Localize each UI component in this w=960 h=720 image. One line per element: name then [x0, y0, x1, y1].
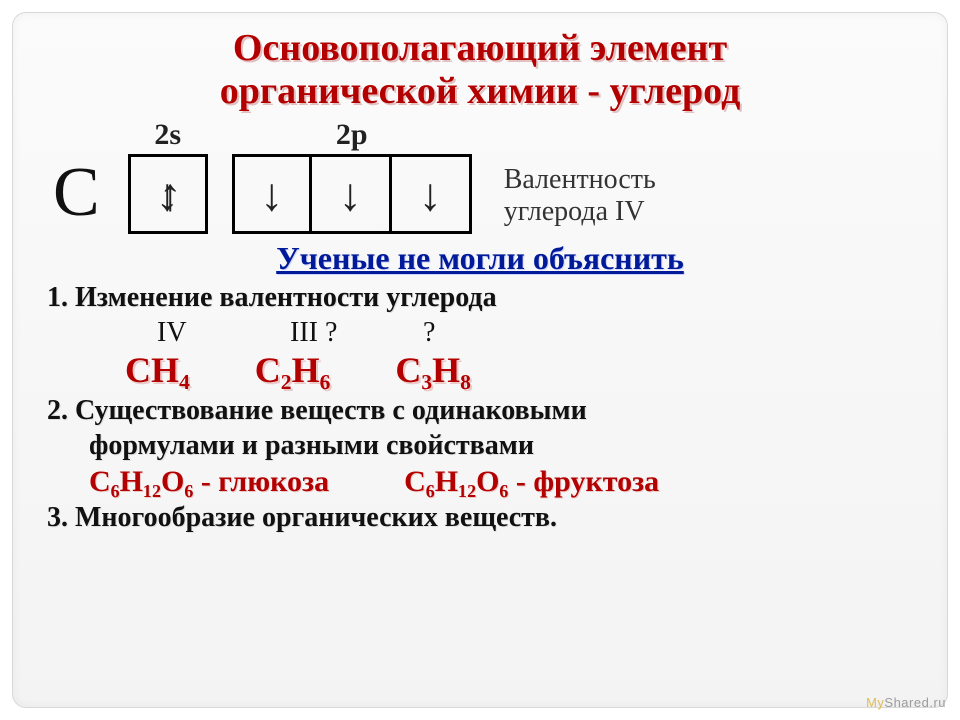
orbital-diagram: С 2s ↓↑ 2p ↓ ↓ ↓ Валентность у [53, 118, 913, 234]
point-2-line-2: формулами и разными свойствами [89, 429, 913, 462]
formula-c2h6: C₂H₆ [255, 350, 331, 390]
fructose-formula: C₆H₁₂O₆ [404, 465, 508, 498]
valence-line-1: Валентность [504, 164, 656, 195]
formula-ch4: CH₄ [125, 350, 190, 390]
point-1: 1. Изменение валентности углерода [47, 281, 913, 314]
orbital-2s-box: ↓↑ [128, 154, 208, 234]
valence-note: Валентность углерода IV [504, 164, 656, 228]
valence-line-2: углерода IV [504, 196, 645, 227]
orbital-2p-label: 2p [336, 118, 368, 152]
isomer-line: C₆H₁₂O₆ - глюкоза C₆H₁₂O₆ - фруктоза [89, 464, 913, 499]
watermark: MyShared.ru [866, 695, 946, 710]
orbital-2p-col: 2p ↓ ↓ ↓ [232, 118, 472, 234]
hydrocarbon-formulas: CH₄ C₂H₆ C₃H₈ [125, 349, 913, 391]
element-symbol: С [53, 158, 100, 228]
fructose-name: - фруктоза [508, 465, 659, 498]
slide-title: Основополагающий элемент органической хи… [47, 27, 913, 112]
orbital-2s-label: 2s [154, 118, 181, 152]
body-text: 1. Изменение валентности углерода IV III… [47, 281, 913, 534]
sub-heading: Ученые не могли объяснить [47, 240, 913, 277]
glucose-name: - глюкоза [193, 465, 329, 498]
title-line-1: Основополагающий элемент [233, 27, 727, 69]
roman-q: ? [423, 317, 435, 348]
orbital-cell-2p-1: ↓ [232, 154, 312, 234]
orbital-2s-electrons: ↓↑ [156, 168, 180, 221]
orbital-2p-e3: ↓ [419, 168, 442, 221]
orbital-2p-boxes: ↓ ↓ ↓ [232, 154, 472, 234]
orbital-2p-e2: ↓ [339, 168, 362, 221]
glucose-formula: C₆H₁₂O₆ [89, 465, 193, 498]
orbital-cell-2p-2: ↓ [312, 154, 392, 234]
roman-iii: III ? [290, 316, 416, 349]
orbital-2s-col: 2s ↓↑ [128, 118, 208, 234]
point-3: 3. Многообразие органических веществ. [47, 501, 913, 534]
roman-numerals: IV III ? ? [157, 316, 913, 349]
slide-inner: Основополагающий элемент органической хи… [12, 12, 948, 708]
roman-iv: IV [157, 316, 283, 349]
orbital-cell-2s: ↓↑ [128, 154, 208, 234]
watermark-my: My [866, 695, 884, 710]
slide: Основополагающий элемент органической хи… [0, 0, 960, 720]
title-line-2: органической химии - углерод [220, 70, 741, 112]
orbital-cell-2p-3: ↓ [392, 154, 472, 234]
point-2-line-1: 2. Существование веществ с одинаковыми [47, 394, 913, 427]
formula-c3h8: C₃H₈ [395, 350, 471, 390]
orbital-2p-e1: ↓ [260, 168, 283, 221]
watermark-shared: Shared.ru [884, 695, 946, 710]
